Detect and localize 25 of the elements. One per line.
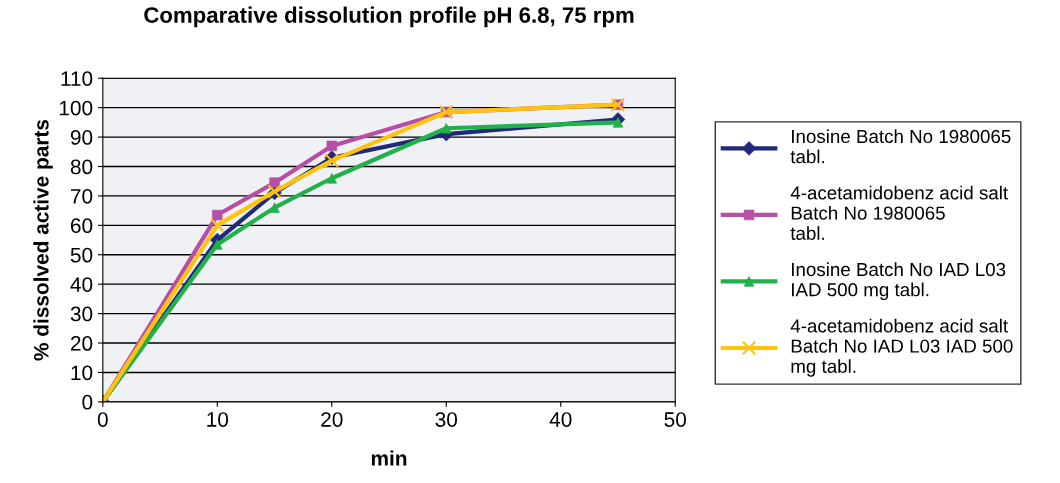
y-tick-label: 20 (70, 336, 93, 351)
x-axis-title: min (371, 450, 407, 466)
y-tick-label: 90 (70, 130, 93, 145)
x-tick-label: 20 (321, 412, 343, 427)
y-tick-label: 50 (70, 247, 93, 263)
y-tick-label: 30 (70, 306, 93, 322)
y-tick-label: 80 (70, 159, 93, 175)
x-tick-label: 10 (207, 412, 229, 427)
x-tick-label: 30 (435, 412, 458, 427)
x-tick-label: 50 (664, 412, 686, 427)
legend-label: Inosine Batch No IAD L03 IAD 500 mg tabl. (792, 262, 1006, 301)
legend-label: Inosine Batch No 1980065 tabl. (790, 129, 1011, 164)
y-tick-label: 100 (59, 100, 93, 116)
legend-label: 4-acetamidobenz acid salt Batch No 1980065 tabl. (790, 185, 1008, 240)
y-tick-label: 40 (70, 277, 93, 292)
y-tick-label: 60 (70, 218, 93, 234)
y-axis-title: % dissolved active parts (33, 119, 53, 361)
x-tick-label: 0 (97, 412, 108, 427)
y-tick-label: 110 (61, 71, 93, 86)
chart-title: Comparative dissolution profile pH 6.8, 75 rpm (144, 6, 634, 28)
y-tick-label: 10 (71, 365, 93, 381)
legend-label: 4-acetamidobenz acid salt Batch No IAD L03 IAD 500 mg tabl. (790, 318, 1013, 377)
y-tick-label: 0 (82, 394, 93, 410)
x-tick-label: 40 (549, 412, 572, 427)
y-tick-label: 70 (70, 188, 93, 204)
